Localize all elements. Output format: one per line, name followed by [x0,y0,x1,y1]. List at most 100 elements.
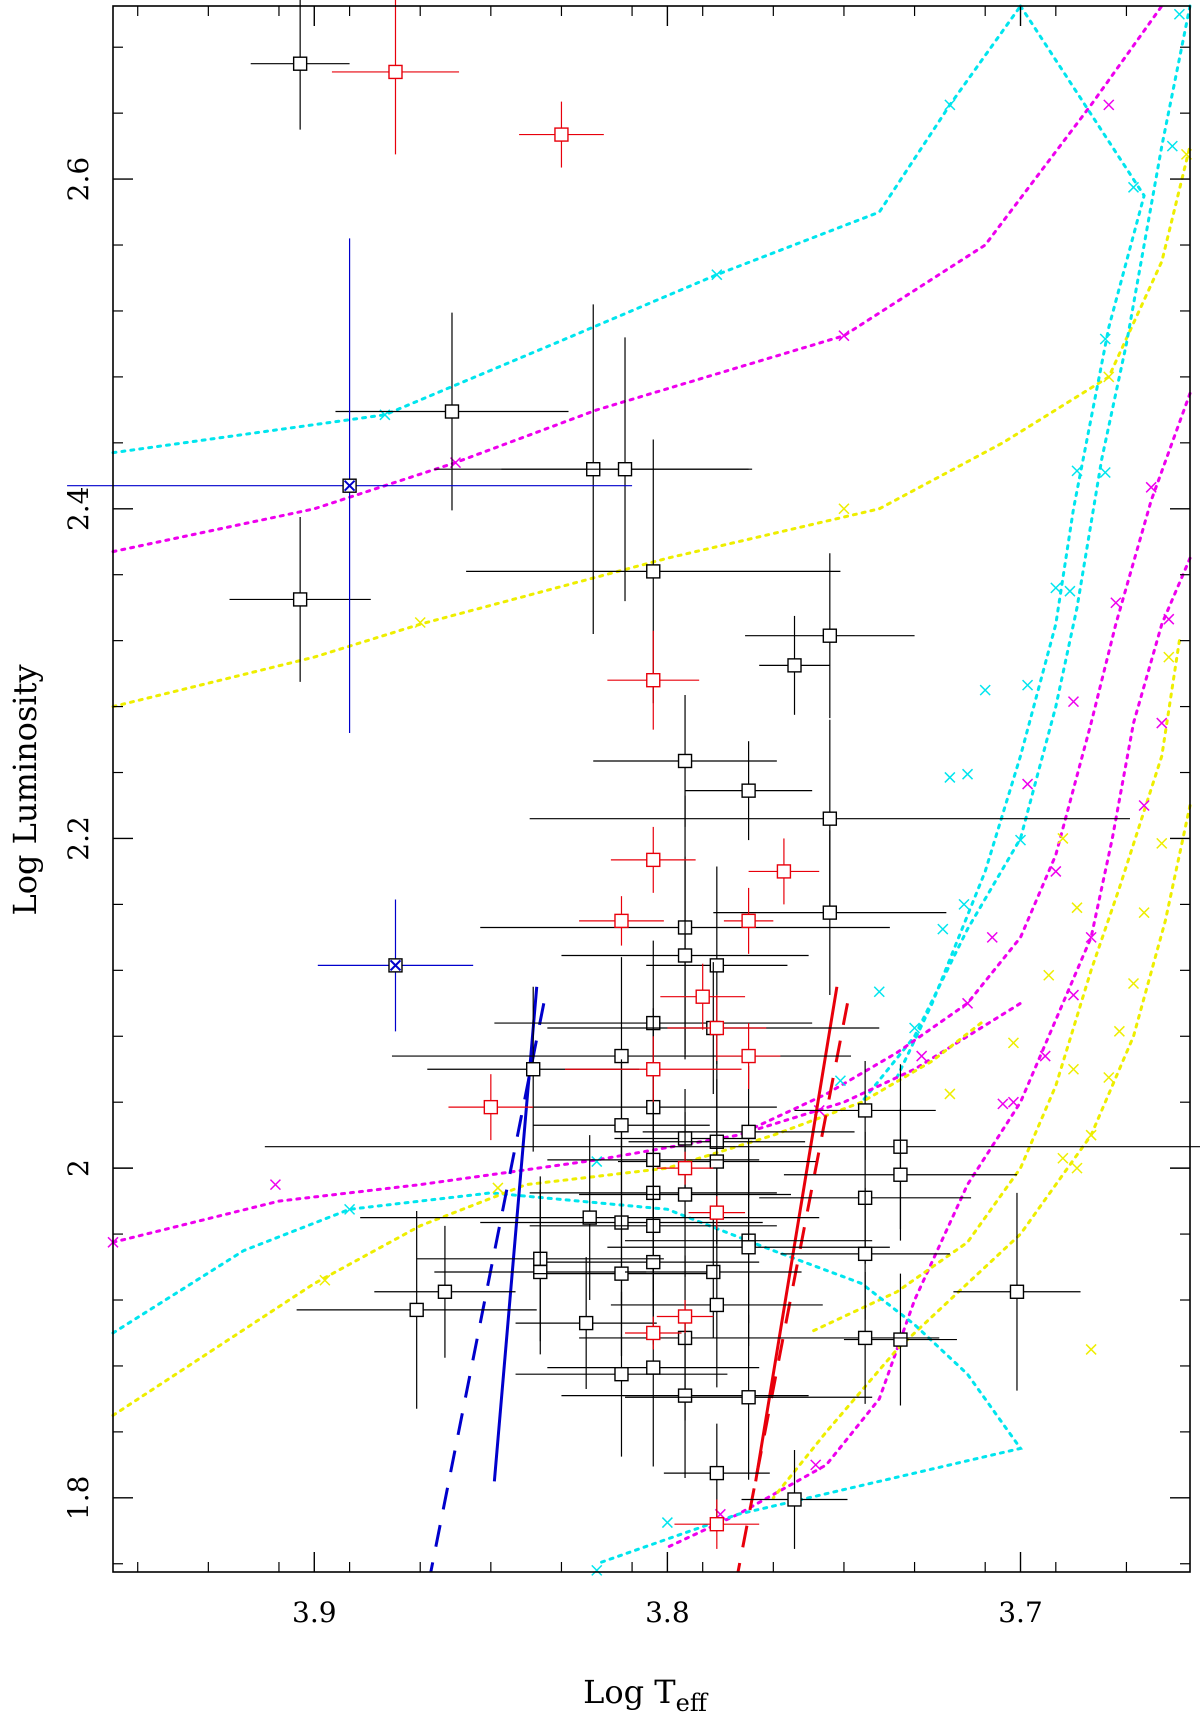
black-star-point-marker [857,1103,873,1118]
red-star-point-marker [646,1062,661,1077]
yellow-track-upper [111,144,1192,709]
red-star-point [607,630,700,730]
magenta-track-upper [111,4,1164,554]
black-star-point [229,517,371,682]
track-marker [1138,799,1150,812]
tracks-layer [107,4,1193,1576]
red-star-point-marker [776,864,792,879]
cyan-track-lower [111,1191,1024,1566]
blue-star-point [67,238,633,733]
red-star-point-marker [646,852,661,868]
track-marker [1110,597,1122,609]
red-star-point-marker [554,127,569,142]
red-star-point-marker [741,1048,756,1064]
track-marker [838,330,850,342]
blue-dashed [429,1003,546,1573]
red-star-point [660,963,746,1030]
red-star-point [716,1023,781,1090]
track-marker [1067,696,1080,708]
black-star-point [434,1189,647,1355]
track-marker [1103,1071,1115,1084]
track-marker [1085,1343,1097,1355]
track-marker [979,684,991,696]
x-tick-label: 3.7 [998,1596,1043,1629]
black-star-point-marker [706,1264,721,1280]
black-star-point-marker [677,948,693,963]
black-star-point-marker [709,1465,725,1481]
blue-star-point [317,899,474,1032]
red-star-point-marker [388,64,403,80]
black-star-point-marker [292,56,308,71]
track-marker [944,771,956,783]
track-marker [937,923,949,935]
track-marker [986,931,998,943]
track-marker [1085,931,1097,943]
track-marker [1127,181,1140,193]
red-star-point-marker [646,1325,661,1341]
black-star-point-marker [646,1360,661,1375]
black-star-point [547,1268,760,1467]
black-star-point-marker [1009,1284,1025,1299]
red-star-point-marker [677,1160,693,1176]
track-marker [1138,907,1150,919]
track-marker [944,1088,956,1100]
track-marker [1050,865,1062,877]
black-star-point-marker [292,592,308,607]
track-marker [1103,371,1115,383]
red-star-point-marker [677,1309,693,1324]
track-marker [1173,8,1185,20]
track-marker [1022,679,1034,691]
red-star-point [625,1316,682,1350]
yellow-track-right-b [807,639,1181,1335]
y-axis-title: Log Luminosity [6,664,44,915]
red-star-point-marker [741,913,756,929]
red-star-point-marker [709,1020,725,1036]
black-star-point [515,1291,728,1457]
track-marker [269,1179,281,1191]
black-star-point-marker [614,1366,629,1382]
track-marker [962,997,974,1009]
red-star-point-marker [614,913,629,929]
black-star-point-marker [893,1332,908,1347]
track-marker [492,1182,504,1194]
red-star-point [519,101,604,168]
track-marker [958,898,970,910]
track-marker [1071,1162,1083,1174]
black-star-point-marker [677,753,693,769]
black-star-point-marker [857,1246,873,1262]
red-star-point [748,838,820,905]
black-star-point [607,1148,890,1347]
track-marker [1085,1129,1097,1141]
red-star-point [610,826,696,893]
black-star-point-marker [614,1118,629,1133]
track-marker [1163,613,1175,625]
black-star-point [250,0,350,130]
black-star-point-marker [582,1210,597,1225]
red-star-point [656,1300,714,1333]
black-star-point [625,1314,873,1480]
track-marker [1039,1050,1051,1062]
red-star-point-marker [646,673,661,688]
track-marker [1071,465,1083,477]
track-marker [944,99,956,111]
black-star-point-marker [857,1330,873,1346]
black-star-point [610,1222,823,1388]
black-star-point [713,830,947,996]
black-star-point-marker [741,1240,756,1255]
black-star-point [780,1187,950,1320]
y-tick-label: 2.2 [62,816,95,861]
red-star-point [688,1196,746,1230]
track-marker [916,1050,928,1062]
data-points-layer [67,0,1200,1549]
black-star-point-marker [646,564,661,579]
track-marker [344,1203,356,1215]
black-star-point-marker [614,1266,629,1281]
x-tick-label: 3.8 [645,1596,690,1629]
black-star-point-marker [709,958,725,973]
black-star-point-marker [526,1062,541,1077]
black-star-point [593,695,777,827]
magenta-track-right-b [665,556,1192,1549]
track-marker [1014,834,1027,846]
track-marker [1156,837,1168,849]
